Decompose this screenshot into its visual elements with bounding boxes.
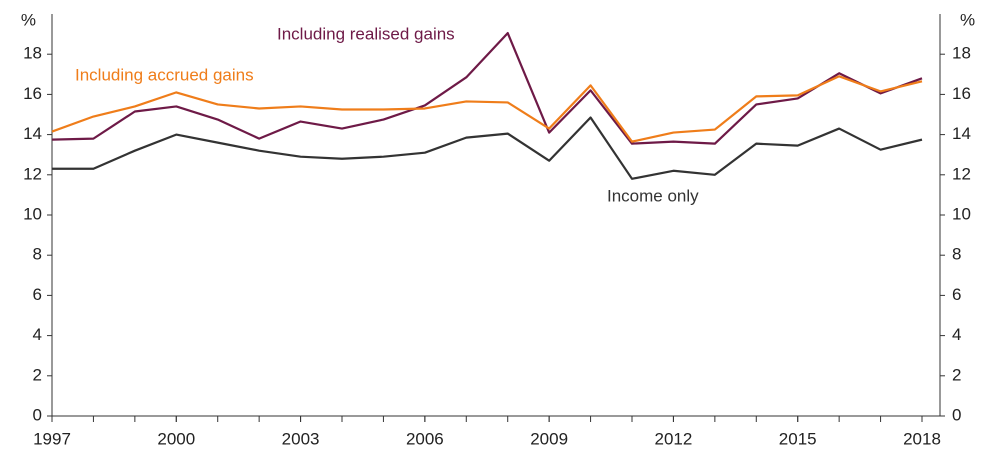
x-tick-label: 2015 [779, 429, 817, 448]
x-tick-label: 2006 [406, 429, 444, 448]
y-tick-label: 14 [23, 124, 42, 143]
y-tick-label: 10 [23, 204, 42, 223]
y2-tick-label: 12 [952, 164, 971, 183]
series-label: Including realised gains [277, 24, 455, 43]
series-line [51, 75, 923, 143]
y-tick-label: 18 [23, 44, 42, 63]
y2-tick-label: 0 [952, 405, 961, 424]
y-tick-label: 0 [33, 405, 42, 424]
x-tick-label: 2012 [655, 429, 693, 448]
y-unit-left: % [21, 10, 36, 29]
series-line [52, 116, 923, 180]
y2-tick-label: 14 [952, 124, 971, 143]
y-tick-label: 4 [33, 325, 42, 344]
x-tick-label: 2000 [157, 429, 195, 448]
y2-tick-label: 2 [952, 365, 961, 384]
y-tick-label: 8 [33, 245, 42, 264]
series-label: Income only [607, 186, 699, 205]
x-tick-label: 1997 [33, 429, 71, 448]
y2-tick-label: 4 [952, 325, 961, 344]
y-unit-right: % [960, 10, 975, 29]
y-tick-label: 16 [23, 84, 42, 103]
series-line [51, 31, 923, 145]
y2-tick-label: 18 [952, 44, 971, 63]
y-tick-label: 2 [33, 365, 42, 384]
y2-tick-label: 10 [952, 204, 971, 223]
y-tick-label: 6 [33, 285, 42, 304]
x-tick-label: 2018 [903, 429, 941, 448]
x-tick-label: 2009 [530, 429, 568, 448]
x-tick-label: 2003 [282, 429, 320, 448]
y2-tick-label: 6 [952, 285, 961, 304]
y2-tick-label: 16 [952, 84, 971, 103]
series-label: Including accrued gains [75, 65, 254, 84]
y2-tick-label: 8 [952, 245, 961, 264]
y-tick-label: 12 [23, 164, 42, 183]
